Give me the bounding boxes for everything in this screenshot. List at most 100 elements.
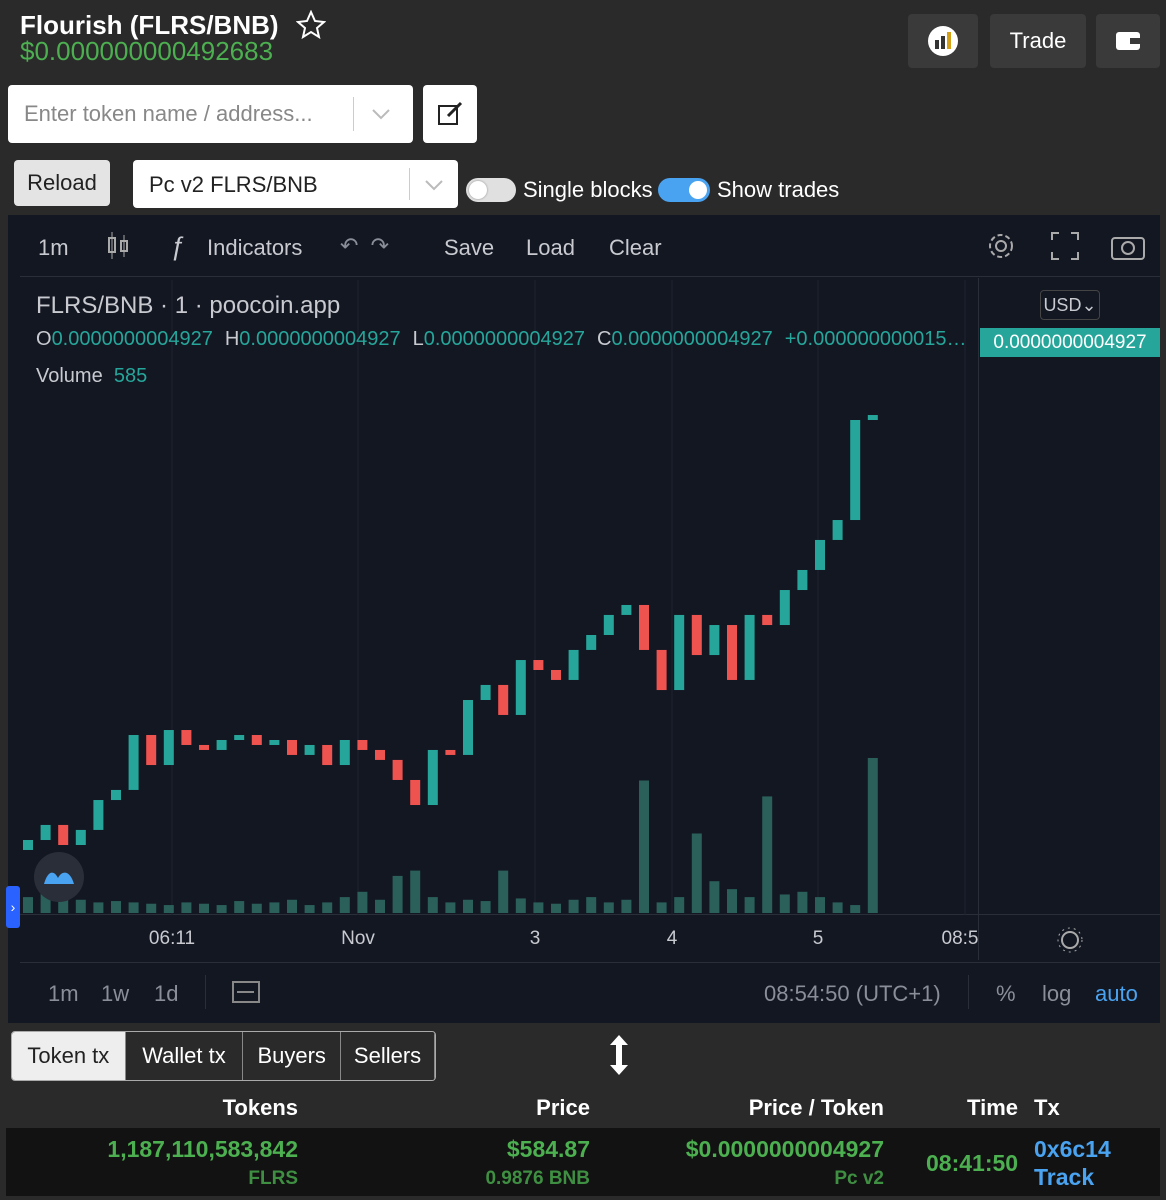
candle-body bbox=[533, 660, 544, 670]
volume-bar bbox=[674, 897, 685, 913]
divider bbox=[20, 962, 1160, 963]
price-bnb: 0.9876 BNB bbox=[485, 1168, 590, 1189]
icon bbox=[44, 872, 74, 884]
tx-link[interactable]: 0x6c14 bbox=[1034, 1136, 1111, 1162]
candle-body bbox=[128, 735, 139, 790]
volume-bar bbox=[251, 903, 262, 913]
toolbar: 1m ƒ Indicators ↶ ↷ Save Load Clear bbox=[20, 215, 1160, 277]
time: 08:41:50 bbox=[926, 1150, 1019, 1176]
candle-type-icon[interactable] bbox=[106, 231, 130, 261]
token-price: $0.000000000492683 bbox=[20, 36, 274, 66]
volume-bar bbox=[709, 881, 720, 913]
fx-icon: ƒ bbox=[170, 231, 185, 261]
candle-body bbox=[304, 744, 315, 755]
candle-body bbox=[234, 735, 245, 740]
candle-body bbox=[75, 829, 86, 845]
clear[interactable]: Clear bbox=[609, 235, 662, 260]
candle-body bbox=[392, 759, 403, 780]
legend-title: FLRS/BNB · 1 · poocoin.app bbox=[36, 292, 341, 319]
candle-body bbox=[603, 614, 614, 635]
candle-body bbox=[287, 739, 297, 755]
ohlc-key: L bbox=[412, 328, 424, 350]
ohlc-value: 0.0000000004927 bbox=[51, 328, 213, 350]
resize-icon[interactable] bbox=[606, 1032, 632, 1078]
divider bbox=[353, 97, 354, 131]
auto-toggle[interactable]: auto bbox=[1095, 981, 1138, 1006]
ohlc-key: C bbox=[596, 328, 612, 350]
table-header: Tokens Price Price / Token Time Tx bbox=[0, 1090, 1166, 1128]
candle-body bbox=[674, 614, 685, 691]
range-button[interactable]: 1m bbox=[48, 981, 79, 1006]
show-trades-toggle[interactable] bbox=[658, 178, 710, 202]
trade-button[interactable]: Trade bbox=[990, 14, 1086, 68]
fullscreen-icon[interactable] bbox=[1050, 231, 1080, 261]
exchange: Pc v2 bbox=[834, 1168, 884, 1189]
tab[interactable]: Buyers bbox=[243, 1032, 342, 1080]
log-toggle[interactable]: log bbox=[1042, 981, 1072, 1006]
volume-bar bbox=[621, 899, 632, 913]
undo-redo[interactable]: ↶ ↷ bbox=[340, 233, 390, 258]
candle-body bbox=[762, 614, 773, 626]
percent-toggle[interactable]: % bbox=[996, 981, 1016, 1006]
volume-bar bbox=[744, 897, 755, 913]
volume-label: Volume bbox=[36, 365, 103, 387]
chart-widget bbox=[8, 215, 1160, 1023]
volume-bar bbox=[234, 901, 245, 913]
indicators[interactable]: Indicators bbox=[207, 235, 303, 260]
volume-bar bbox=[146, 903, 157, 913]
chart-icon-button[interactable] bbox=[908, 14, 978, 68]
reload-button[interactable]: Reload bbox=[14, 160, 110, 206]
candle-body bbox=[163, 730, 174, 766]
volume-bar bbox=[639, 780, 649, 913]
volume-bar bbox=[832, 902, 843, 913]
candle-body bbox=[709, 625, 720, 656]
volume-bar bbox=[551, 903, 561, 913]
volume-bar bbox=[375, 899, 385, 913]
ohlc-key: O bbox=[36, 328, 52, 350]
symbol: FLRS/BNB bbox=[36, 292, 154, 319]
tab[interactable]: Sellers bbox=[341, 1032, 435, 1080]
load[interactable]: Load bbox=[526, 235, 575, 260]
candle-body bbox=[551, 669, 561, 680]
volume-bar bbox=[850, 905, 861, 913]
range-button[interactable]: 1d bbox=[154, 981, 179, 1006]
volume-bar bbox=[111, 901, 121, 913]
star-icon[interactable] bbox=[296, 10, 326, 40]
knob bbox=[469, 181, 487, 199]
side-toggle[interactable]: › bbox=[6, 886, 20, 928]
candle-body bbox=[621, 604, 632, 615]
wallet-button[interactable] bbox=[1096, 14, 1160, 68]
interval: 1 bbox=[174, 292, 189, 319]
save[interactable]: Save bbox=[444, 235, 495, 260]
range-button[interactable]: 1w bbox=[101, 981, 130, 1006]
edit-button[interactable] bbox=[423, 85, 477, 143]
timezone-icon[interactable] bbox=[1056, 926, 1084, 954]
currency-select[interactable]: USD ⌄ bbox=[1040, 290, 1100, 320]
volume-bar bbox=[40, 891, 51, 913]
date-range-icon[interactable] bbox=[230, 978, 262, 1006]
tab[interactable]: Token tx bbox=[12, 1032, 126, 1080]
volume-bar bbox=[339, 897, 350, 913]
interval[interactable]: 1m bbox=[38, 235, 69, 260]
token-title: Flourish (FLRS/BNB) bbox=[20, 10, 279, 40]
toggle-label: Show trades bbox=[717, 177, 840, 202]
x-tick-label: Nov bbox=[341, 928, 375, 949]
single-blocks-toggle[interactable] bbox=[466, 178, 516, 202]
pair-text: Pc v2 FLRS/BNB bbox=[149, 172, 318, 197]
volume-bar bbox=[322, 902, 333, 913]
volume-bar bbox=[427, 897, 438, 913]
candle-body bbox=[269, 739, 280, 745]
clock: 08:54:50 (UTC+1) bbox=[764, 981, 941, 1006]
tradingview-logo[interactable] bbox=[34, 852, 84, 902]
camera-icon[interactable] bbox=[1110, 231, 1146, 261]
candle-body bbox=[375, 749, 385, 760]
search-input[interactable]: Enter token name / address... bbox=[8, 85, 413, 143]
volume-bar bbox=[515, 898, 526, 913]
x-tick-label: 06:11 bbox=[148, 928, 196, 949]
pair-select[interactable]: Pc v2 FLRS/BNB bbox=[133, 160, 458, 208]
tab[interactable]: Wallet tx bbox=[125, 1032, 244, 1080]
volume-bar bbox=[304, 905, 315, 913]
settings-icon[interactable] bbox=[984, 229, 1018, 263]
track-link[interactable]: Track bbox=[1034, 1164, 1095, 1190]
